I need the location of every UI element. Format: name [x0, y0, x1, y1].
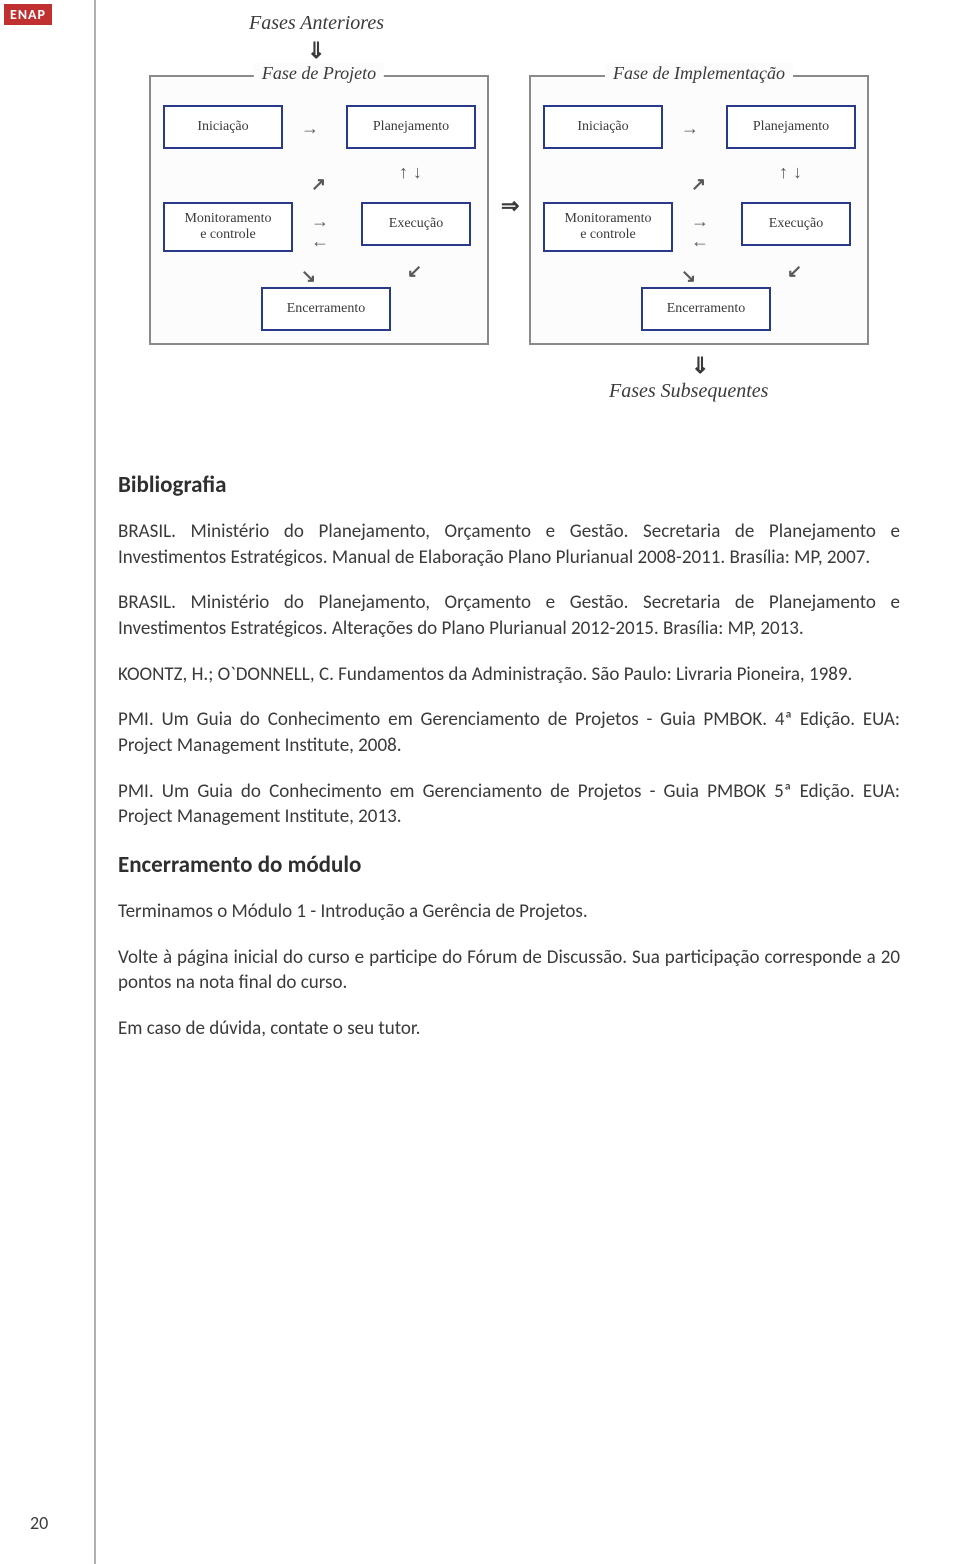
- node-iniciacao: Iniciação: [163, 105, 283, 149]
- arrow-upright-icon: ↗: [691, 175, 706, 193]
- reference: BRASIL. Ministério do Planejamento, Orça…: [118, 590, 900, 641]
- text-body: Bibliografia BRASIL. Ministério do Plane…: [118, 470, 900, 1041]
- phase-left-label: Fase de Projeto: [254, 63, 384, 84]
- node-planejamento: Planejamento: [346, 105, 476, 149]
- arrow-downleft-icon: ↙: [787, 262, 802, 280]
- phase-right-label: Fase de Implementação: [605, 63, 793, 84]
- page-content: Fases Anteriores ⇓ Fase de Projeto Inici…: [118, 20, 900, 1061]
- arrow-downleft-icon: ↙: [407, 262, 422, 280]
- enap-badge: ENAP: [4, 4, 52, 25]
- arrow-up-icon: ↑: [779, 163, 788, 181]
- node-planejamento: Planejamento: [726, 105, 856, 149]
- phase-box-left: Fase de Projeto Iniciação Planejamento M…: [149, 75, 489, 345]
- arrow-upright-icon: ↗: [311, 175, 326, 193]
- closing-heading: Encerramento do módulo: [118, 850, 900, 881]
- phases-diagram: Fases Anteriores ⇓ Fase de Projeto Inici…: [129, 20, 889, 440]
- node-execucao: Execução: [741, 202, 851, 246]
- arrow-down-icon: ⇓: [307, 40, 325, 62]
- arrow-left-icon: ←: [691, 232, 709, 250]
- node-encerramento: Encerramento: [261, 287, 391, 331]
- arrow-down-icon: ↓: [793, 163, 802, 181]
- arrow-right-icon: →: [681, 119, 699, 137]
- arrow-right-double-icon: ⇒: [501, 195, 519, 217]
- arrow-right-icon: →: [301, 119, 319, 137]
- page-number: 20: [30, 1512, 48, 1534]
- margin-rule: [94, 0, 96, 1564]
- arrow-down-icon: ↓: [413, 163, 422, 181]
- arrow-right-icon: →: [691, 212, 709, 230]
- reference: PMI. Um Guia do Conhecimento em Gerencia…: [118, 779, 900, 830]
- reference: KOONTZ, H.; O`DONNELL, C. Fundamentos da…: [118, 662, 900, 688]
- node-iniciacao: Iniciação: [543, 105, 663, 149]
- node-monitoramento: Monitoramento e controle: [163, 202, 293, 252]
- closing-paragraph: Terminamos o Módulo 1 - Introdução a Ger…: [118, 899, 900, 925]
- arrow-up-icon: ↑: [399, 163, 408, 181]
- arrow-right-icon: →: [311, 212, 329, 230]
- arrow-downright-icon: ↘: [681, 267, 696, 285]
- node-encerramento: Encerramento: [641, 287, 771, 331]
- closing-paragraph: Volte à página inicial do curso e partic…: [118, 945, 900, 996]
- reference: PMI. Um Guia do Conhecimento em Gerencia…: [118, 707, 900, 758]
- arrow-downright-icon: ↘: [301, 267, 316, 285]
- top-label: Fases Anteriores: [249, 12, 384, 35]
- phase-box-right: Fase de Implementação Iniciação Planejam…: [529, 75, 869, 345]
- node-monitoramento: Monitoramento e controle: [543, 202, 673, 252]
- closing-paragraph: Em caso de dúvida, contate o seu tutor.: [118, 1016, 900, 1042]
- node-execucao: Execução: [361, 202, 471, 246]
- reference: BRASIL. Ministério do Planejamento, Orça…: [118, 519, 900, 570]
- bibliography-heading: Bibliografia: [118, 470, 900, 501]
- arrow-down-double-icon: ⇓: [691, 355, 709, 377]
- arrow-left-icon: ←: [311, 232, 329, 250]
- bottom-label: Fases Subsequentes: [609, 380, 768, 403]
